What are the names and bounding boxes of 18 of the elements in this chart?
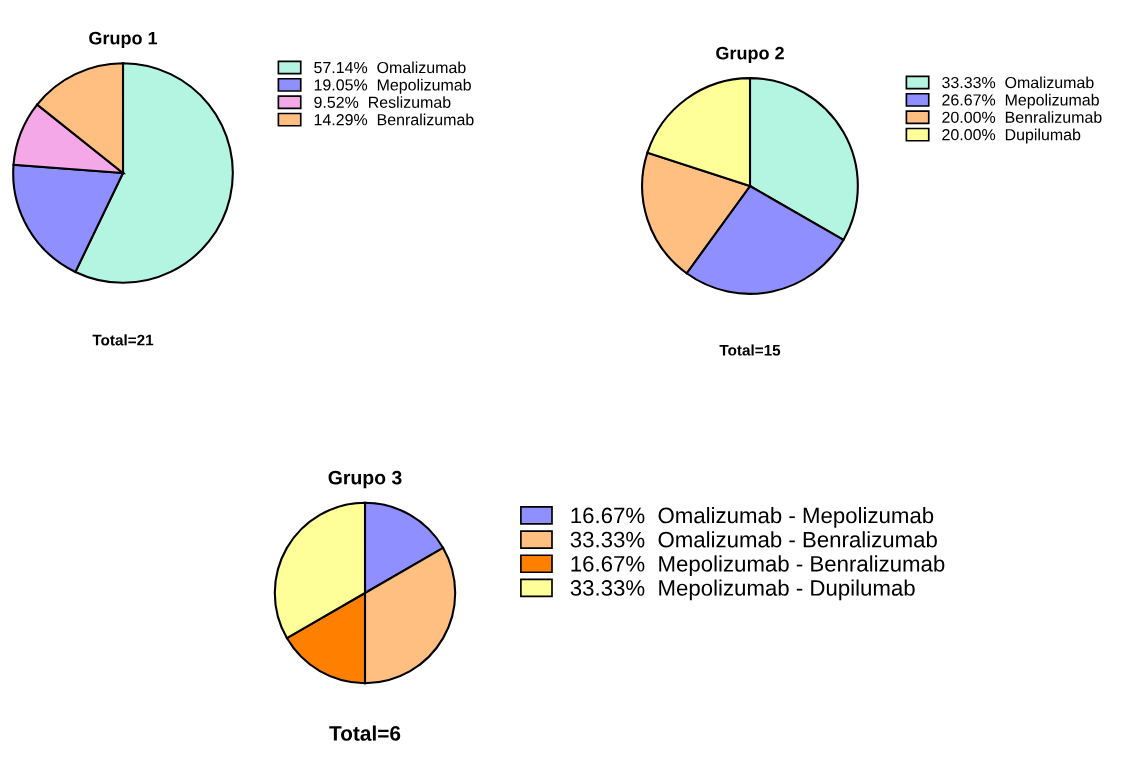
legend-label: 20.00% Dupilumab <box>942 128 1081 144</box>
legend-label: 20.00% Benralizumab <box>942 111 1102 123</box>
chart-title: Grupo 1 <box>89 31 158 49</box>
legend-label: 33.33% Omalizumab - Benralizumab <box>570 531 937 548</box>
text: Total=15 <box>719 344 781 356</box>
legend-label: 33.33% Omalizumab <box>942 76 1094 89</box>
text: Total=21 <box>92 334 154 346</box>
legend-label: 9.52% Reslizumab <box>314 96 451 108</box>
chart-title: Grupo 3 <box>328 470 402 489</box>
legend-label: 26.67% Mepolizumab <box>942 93 1099 109</box>
legend-label: 16.67% Mepolizumab - Benralizumab <box>571 555 945 577</box>
legend-label: 19.05% Mepolizumab <box>314 78 471 94</box>
text: Total=6 <box>329 725 401 741</box>
legend-label: 57.14% Omalizumab <box>314 61 466 74</box>
legend-label: 33.33% Mepolizumab - Dupilumab <box>570 579 915 601</box>
chart-title: Grupo 2 <box>716 46 784 64</box>
legend-label: 14.29% Benralizumab <box>314 113 474 126</box>
legend-label: 16.67% Omalizumab - Mepolizumab <box>571 507 934 528</box>
